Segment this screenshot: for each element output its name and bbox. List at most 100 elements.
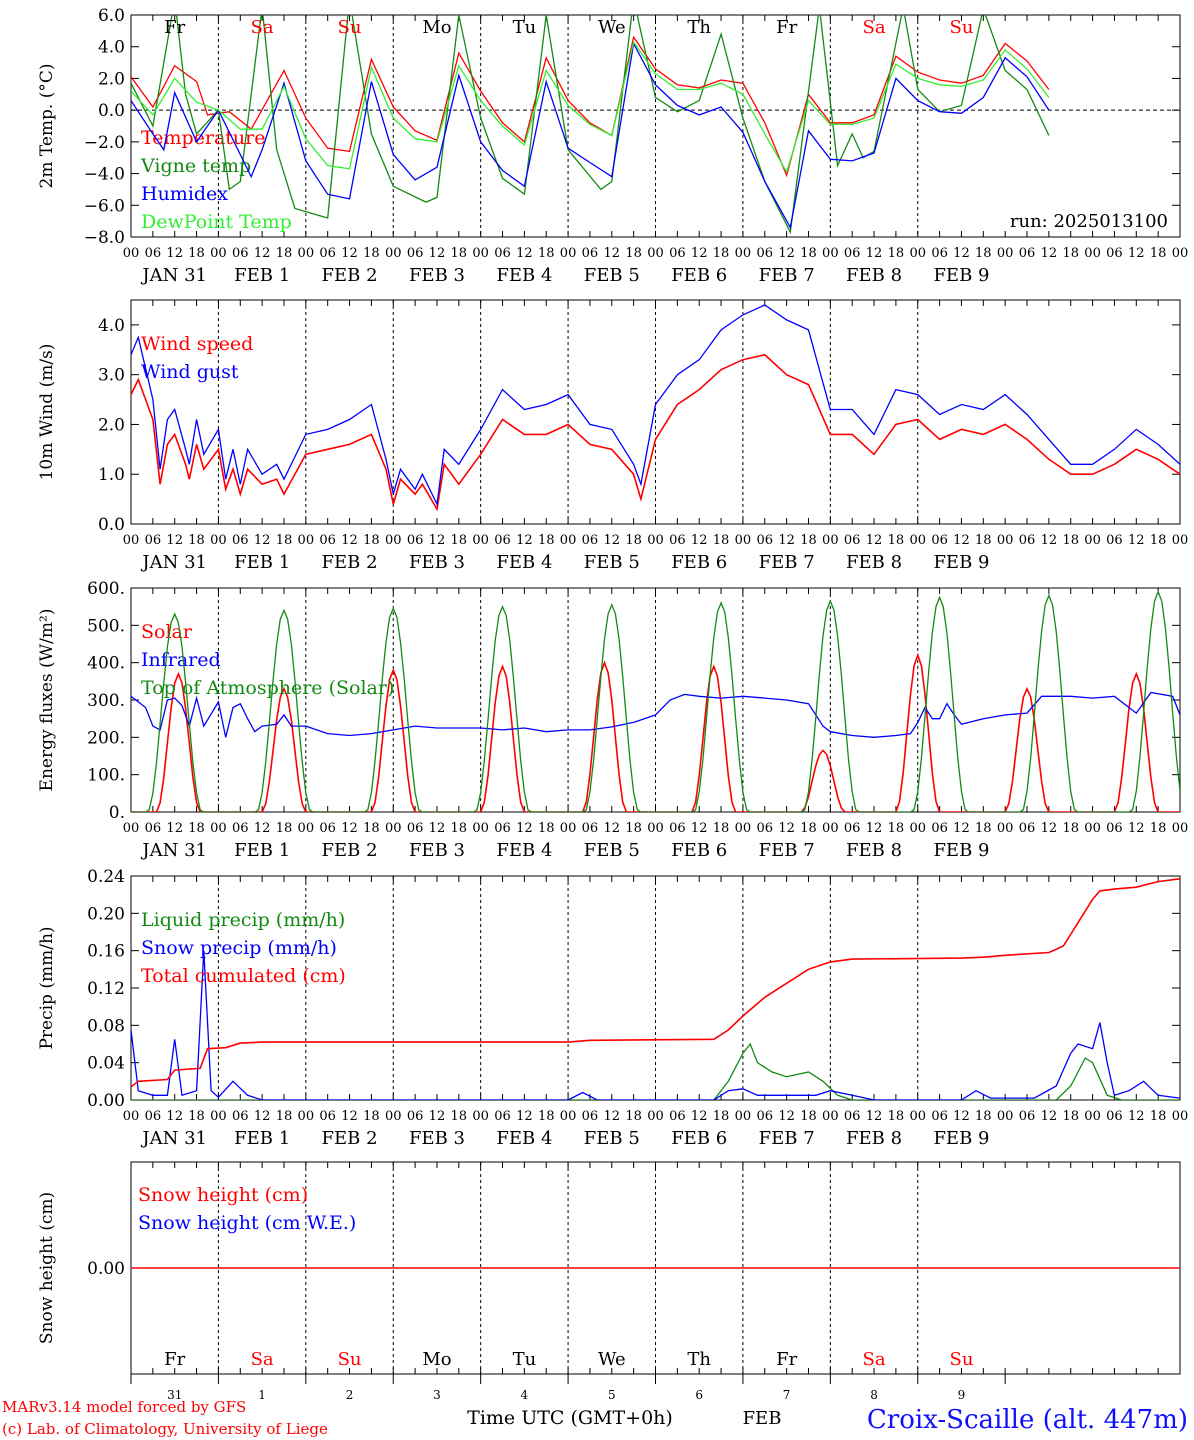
x-hour-label: 06 [407, 246, 424, 261]
x-hour-label: 12 [516, 821, 533, 836]
x-hour-label: 00 [560, 533, 577, 548]
x-hour-label: 00 [560, 1109, 577, 1124]
footer-month: FEB [743, 1408, 782, 1429]
x-hour-label: 18 [276, 821, 293, 836]
series-line-humidex [131, 41, 1050, 230]
series-line-liquid-precip-mm-h- [131, 1042, 1180, 1100]
x-hour-label: 18 [451, 821, 468, 836]
x-date-label: FEB 4 [496, 1128, 552, 1149]
legend-entry: Solar [141, 621, 193, 643]
x-date-label: FEB 4 [496, 840, 552, 861]
series-line-top-of-atmosphere-solar- [131, 589, 1180, 812]
x-hour-label: 00 [298, 1109, 315, 1124]
x-hour-label: 00 [1172, 1109, 1189, 1124]
x-date-label: FEB 8 [846, 1128, 902, 1149]
x-hour-label: 06 [1019, 1109, 1036, 1124]
x-hour-label: 06 [145, 1109, 162, 1124]
x-date-label: FEB 6 [671, 265, 727, 286]
x-hour-label: 18 [800, 246, 817, 261]
x-hour-label: 12 [254, 821, 271, 836]
weekday-label-top: Mo [422, 17, 451, 38]
x-hour-label: 06 [232, 246, 249, 261]
series-line-wind-gust [131, 304, 1180, 507]
x-date-label: FEB 5 [584, 552, 640, 573]
x-hour-label: 00 [472, 1109, 489, 1124]
x-hour-label: 06 [669, 533, 686, 548]
y-tick-label: 0.08 [87, 1016, 125, 1036]
x-hour-label: 00 [647, 821, 664, 836]
weekday-label-bottom: Su [949, 1349, 973, 1370]
y-tick-label: 0.00 [87, 1259, 125, 1279]
x-hour-label: 12 [429, 1109, 446, 1124]
x-hour-label: 00 [1172, 533, 1189, 548]
x-hour-label: 12 [429, 821, 446, 836]
x-hour-label: 06 [756, 1109, 773, 1124]
x-hour-label: 00 [647, 246, 664, 261]
weekday-label-top: Tu [513, 17, 537, 38]
x-hour-label: 00 [210, 821, 227, 836]
x-date-label: FEB 3 [409, 265, 465, 286]
x-hour-label: 12 [1041, 1109, 1058, 1124]
x-hour-label: 06 [232, 821, 249, 836]
y-tick-label: 200. [87, 728, 125, 748]
x-hour-label: 00 [123, 533, 140, 548]
x-hour-label: 18 [888, 246, 905, 261]
x-date-label: FEB 5 [584, 265, 640, 286]
x-hour-label: 06 [319, 1109, 336, 1124]
legend-entry: Vigne temp [140, 155, 251, 177]
x-hour-label: 12 [166, 533, 183, 548]
x-date-label: FEB 3 [409, 552, 465, 573]
series-line-snow-precip-mm-h- [131, 950, 1180, 1100]
x-date-label: FEB 1 [234, 1128, 290, 1149]
x-hour-label: 18 [975, 821, 992, 836]
footer-axis-title: Time UTC (GMT+0h) [467, 1407, 673, 1429]
x-hour-label: 00 [472, 821, 489, 836]
day-number-label: 5 [608, 1388, 616, 1402]
x-hour-label: 06 [844, 533, 861, 548]
y-tick-label: 600. [87, 579, 125, 599]
legend-entry: Snow precip (mm/h) [141, 937, 337, 959]
x-hour-label: 12 [1128, 246, 1145, 261]
x-hour-label: 18 [451, 246, 468, 261]
x-hour-label: 06 [931, 821, 948, 836]
x-hour-label: 12 [866, 821, 883, 836]
x-hour-label: 00 [298, 246, 315, 261]
x-hour-label: 00 [997, 533, 1014, 548]
weekday-label-bottom: Tu [513, 1349, 537, 1370]
y-tick-label: 2.0 [98, 415, 125, 435]
x-hour-label: 12 [341, 821, 358, 836]
x-hour-label: 12 [254, 533, 271, 548]
x-hour-label: 18 [1062, 821, 1079, 836]
x-hour-label: 06 [1106, 246, 1123, 261]
y-tick-label: −2.0 [84, 133, 125, 153]
x-hour-label: 00 [822, 821, 839, 836]
weekday-label-bottom: Fr [164, 1349, 185, 1370]
x-hour-label: 00 [210, 1109, 227, 1124]
x-hour-label: 06 [319, 246, 336, 261]
footer-model: MARv3.14 model forced by GFS [2, 1398, 246, 1416]
x-hour-label: 18 [276, 246, 293, 261]
x-hour-label: 12 [1041, 246, 1058, 261]
x-hour-label: 06 [1106, 533, 1123, 548]
y-tick-label: 500. [87, 616, 125, 636]
y-tick-label: 0. [109, 803, 125, 823]
x-hour-label: 18 [1150, 533, 1167, 548]
y-tick-label: −4.0 [84, 165, 125, 185]
x-hour-label: 06 [494, 533, 511, 548]
x-hour-label: 06 [319, 533, 336, 548]
x-hour-label: 12 [254, 1109, 271, 1124]
footer-lab: (c) Lab. of Climatology, University of L… [2, 1420, 328, 1438]
x-date-label: FEB 8 [846, 840, 902, 861]
x-hour-label: 00 [298, 533, 315, 548]
x-hour-label: 18 [888, 533, 905, 548]
series-line-vigne-temp [131, 15, 1050, 235]
y-tick-label: 3.0 [98, 366, 125, 386]
x-hour-label: 00 [1084, 821, 1101, 836]
x-hour-label: 12 [341, 1109, 358, 1124]
x-hour-label: 18 [451, 1109, 468, 1124]
x-hour-label: 18 [1062, 533, 1079, 548]
x-date-label: FEB 9 [933, 1128, 989, 1149]
y-tick-label: 100. [87, 766, 125, 786]
x-hour-label: 18 [538, 821, 555, 836]
x-hour-label: 00 [385, 246, 402, 261]
